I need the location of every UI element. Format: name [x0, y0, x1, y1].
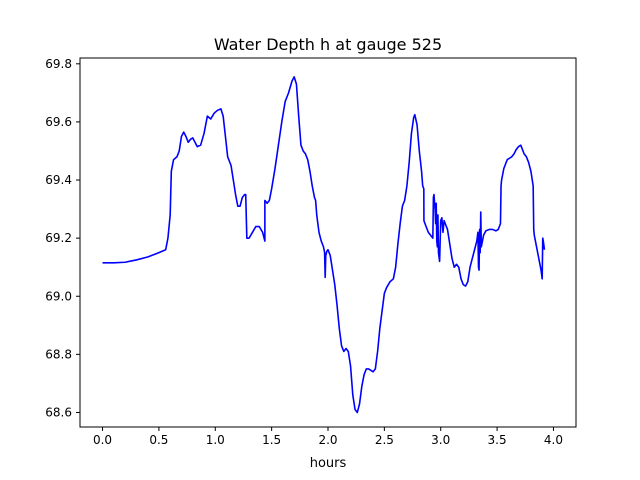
x-tick-label: 0.5 — [149, 433, 168, 447]
x-tick-label: 3.5 — [488, 433, 507, 447]
x-tick-label: 0.0 — [93, 433, 112, 447]
y-tick-label: 69.4 — [45, 173, 72, 187]
y-tick-label: 69.6 — [45, 115, 72, 129]
x-tick-label: 2.5 — [375, 433, 394, 447]
y-tick-label: 68.8 — [45, 347, 72, 361]
x-tick-label: 2.0 — [318, 433, 337, 447]
x-tick-label: 4.0 — [544, 433, 563, 447]
y-axis: 68.6 68.8 69.0 69.2 69.4 69.6 69.8 — [45, 57, 80, 419]
x-tick-label: 1.0 — [206, 433, 225, 447]
y-tick-label: 69.2 — [45, 231, 72, 245]
x-tick-label: 3.0 — [431, 433, 450, 447]
series-line — [102, 76, 546, 414]
chart-title: Water Depth h at gauge 525 — [214, 35, 442, 54]
plot-area — [102, 76, 546, 414]
y-tick-label: 68.6 — [45, 405, 72, 419]
y-tick-label: 69.8 — [45, 57, 72, 71]
y-tick-label: 69.0 — [45, 289, 72, 303]
x-axis-label: hours — [310, 456, 347, 471]
x-tick-label: 1.5 — [262, 433, 281, 447]
x-axis: 0.0 0.5 1.0 1.5 2.0 2.5 3.0 3.5 4.0 — [93, 427, 563, 447]
